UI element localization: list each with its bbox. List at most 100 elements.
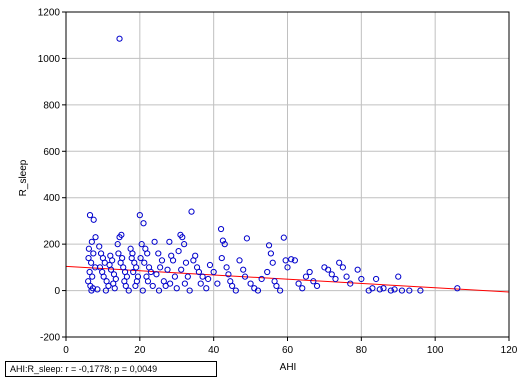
data-point <box>109 257 116 264</box>
data-point <box>254 287 262 294</box>
data-point <box>157 264 164 271</box>
data-point <box>138 241 145 248</box>
data-point <box>214 280 221 287</box>
data-point <box>310 278 317 285</box>
y-tick-label: 1200 <box>38 8 61 19</box>
data-point <box>188 208 195 215</box>
data-point <box>347 280 354 287</box>
data-point <box>291 257 298 264</box>
point-layer <box>85 35 461 294</box>
data-point <box>141 259 148 266</box>
data-point <box>169 257 177 264</box>
data-point <box>112 275 119 283</box>
data-point <box>86 212 94 219</box>
data-point <box>164 266 171 273</box>
x-tick-label: 100 <box>427 345 444 356</box>
data-point <box>223 264 230 271</box>
data-point <box>373 275 380 283</box>
data-point <box>195 268 202 276</box>
data-point <box>137 254 144 262</box>
data-point <box>173 285 180 292</box>
data-point <box>144 250 151 257</box>
data-point <box>369 285 376 292</box>
data-point <box>88 287 95 294</box>
data-point <box>182 259 190 266</box>
data-point <box>132 282 139 290</box>
data-point <box>205 275 212 283</box>
data-point <box>155 287 163 294</box>
data-point <box>111 285 118 292</box>
data-point <box>105 282 112 290</box>
data-point <box>306 268 313 276</box>
data-point <box>302 273 310 280</box>
data-point <box>179 234 186 241</box>
data-point <box>210 268 217 276</box>
data-point <box>100 273 107 280</box>
data-point <box>232 287 239 294</box>
y-tick-label: 1000 <box>38 54 61 65</box>
data-point <box>284 264 291 271</box>
data-point <box>96 243 103 250</box>
correlation-annotation: AHI:R_sleep: r = -0,1778; p = 0,0049 <box>5 361 217 377</box>
data-point <box>395 273 402 280</box>
data-point <box>236 257 243 264</box>
data-point <box>358 275 365 283</box>
data-point <box>155 250 162 257</box>
data-point <box>90 216 97 223</box>
data-point <box>107 266 115 273</box>
data-point <box>94 286 101 293</box>
data-point <box>203 285 210 292</box>
data-point <box>247 280 254 287</box>
data-point <box>151 238 158 245</box>
x-tick-label: 120 <box>501 345 518 356</box>
data-point <box>328 271 335 278</box>
data-point <box>102 287 109 294</box>
y-tick-label: 0 <box>54 286 60 297</box>
data-point <box>343 273 350 280</box>
data-point <box>166 238 173 245</box>
data-point <box>139 287 146 294</box>
data-point <box>229 282 236 290</box>
x-tick-label: 20 <box>134 345 146 356</box>
x-tick-label: 40 <box>208 345 220 356</box>
data-point <box>219 237 226 244</box>
data-point <box>122 282 129 290</box>
data-point <box>86 268 93 276</box>
data-point <box>186 287 193 294</box>
x-tick-label: 0 <box>63 345 69 356</box>
data-point <box>181 241 188 248</box>
fit-line-layer <box>65 265 510 293</box>
data-point <box>153 271 160 278</box>
data-point <box>88 259 95 266</box>
data-point <box>391 286 398 293</box>
data-point <box>85 245 92 252</box>
data-point <box>167 280 174 287</box>
data-point <box>241 273 249 280</box>
data-point <box>175 248 182 255</box>
data-point <box>136 212 143 219</box>
data-point <box>240 266 247 273</box>
data-point <box>288 256 295 263</box>
data-point <box>265 242 273 249</box>
data-point <box>398 287 406 294</box>
data-point <box>140 220 147 227</box>
data-point <box>199 273 206 280</box>
data-point <box>258 275 265 283</box>
data-point <box>339 264 346 271</box>
data-point <box>269 259 276 266</box>
data-point <box>101 259 108 266</box>
data-point <box>171 273 179 280</box>
data-point <box>267 250 274 257</box>
data-point <box>280 234 287 241</box>
data-point <box>88 238 95 245</box>
data-point <box>114 241 121 248</box>
data-point <box>178 266 185 273</box>
data-point <box>181 280 188 287</box>
data-point <box>225 271 232 278</box>
data-point <box>376 286 383 293</box>
data-point <box>133 264 140 271</box>
data-point <box>454 285 461 292</box>
